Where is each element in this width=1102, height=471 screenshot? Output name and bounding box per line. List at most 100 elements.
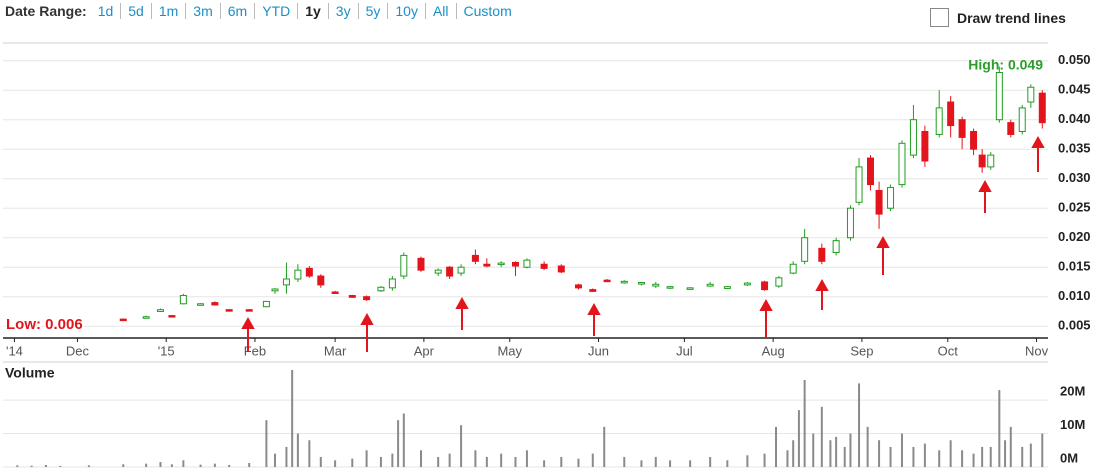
candle-body [978,154,986,168]
date-range-bar: Date Range: 1d 5d 1m 3m 6m YTD 1y 3y 5y 10y All Cus… [5,3,519,19]
volume-bar [1029,443,1032,467]
range-option[interactable]: All [424,3,456,19]
volume-bar [669,460,672,467]
volume-bar [145,463,148,467]
volume-bar [460,425,463,467]
volume-bar [87,465,90,467]
checkbox[interactable] [930,8,949,27]
candle-body [620,280,628,284]
trend-label[interactable]: Draw trend lines [957,9,1066,26]
candle-body [1007,122,1015,135]
range-option[interactable]: 10y [387,3,425,19]
volume-bar [989,446,992,467]
range-option[interactable]: 5y [357,3,388,19]
volume-bar [900,433,903,467]
candle-body [818,247,826,262]
volume-bar [397,420,400,467]
volume-bar [44,464,47,467]
volume-bar [379,456,382,467]
volume-bar [265,420,268,467]
candle-body [921,131,929,162]
range-option[interactable]: YTD [254,3,298,19]
volume-bar [59,465,62,467]
candle-body [723,286,731,289]
volume-bar [1009,426,1012,467]
volume-bar [402,413,405,467]
candle-body [1027,86,1035,103]
volume-title: Volume [5,365,55,381]
candle-body [434,269,442,274]
range-option[interactable]: 1y [297,3,328,19]
x-tick-label: Dec [66,343,90,358]
candle-body [801,237,809,262]
range-option[interactable]: 1m [150,3,186,19]
volume-bar [591,453,594,467]
low-label: Low: 0.006 [6,316,83,333]
volume-bar [199,464,202,467]
volume-bar [319,456,322,467]
volume-bar [228,464,231,467]
range-option[interactable]: 5d [120,3,151,19]
volume-bar [182,460,185,467]
candle-body [511,261,519,267]
candle-body [457,266,465,274]
volume-bar [543,460,546,467]
volume-bar [1041,433,1044,467]
candle-body [652,283,660,287]
volume-bar [170,464,173,467]
range-option[interactable]: 1d [97,3,114,19]
candle-body [637,282,645,285]
range-option[interactable]: 3y [327,3,358,19]
volume-bar [525,450,528,467]
candle-body [761,281,769,291]
range-option[interactable]: 3m [185,3,220,19]
candle-body [846,207,854,239]
candle-body [540,263,548,269]
volume-bar [485,456,488,467]
y-tick-label: 0.020 [1058,229,1091,244]
candle-body [245,309,253,312]
candle-body [706,283,714,287]
volume-bar [448,453,451,467]
volume-bar [878,440,881,467]
volume-bar [308,440,311,467]
x-tick-label: May [497,343,522,358]
candle-body [887,187,895,209]
volume-bar [938,450,941,467]
volume-bar [213,463,216,467]
volume-bar [122,464,125,467]
candle-body [282,278,290,286]
candle-body [666,286,674,289]
candle-body [197,303,205,306]
volume-bar [923,443,926,467]
volume-bar [273,453,276,467]
candle-body [875,190,883,215]
candle-body [305,267,313,277]
candle-body [789,263,797,274]
x-tick-label: Apr [414,343,435,358]
candle-body [958,119,966,138]
volume-bar [437,456,440,467]
y-tick-label: 0M [1060,450,1078,465]
x-tick-label: Feb [244,343,266,358]
candle-body [156,309,164,312]
high-label: High: 0.049 [968,57,1043,73]
volume-bar [16,465,19,467]
candle-body [294,269,302,280]
range-option[interactable]: Custom [455,3,519,19]
candle-body [179,295,187,305]
volume-bar [829,440,832,467]
y-tick-label: 10M [1060,417,1085,432]
volume-bar [420,450,422,467]
y-tick-label: 0.035 [1058,141,1091,156]
trend-toggle[interactable]: Draw trend lines [930,8,1066,27]
candle-body [909,119,917,156]
y-tick-label: 0.050 [1058,52,1091,67]
volume-bar [474,450,477,467]
volume-bar [803,380,806,467]
range-option[interactable]: 6m [219,3,255,19]
candle-body [970,131,978,150]
volume-bar [812,433,815,467]
